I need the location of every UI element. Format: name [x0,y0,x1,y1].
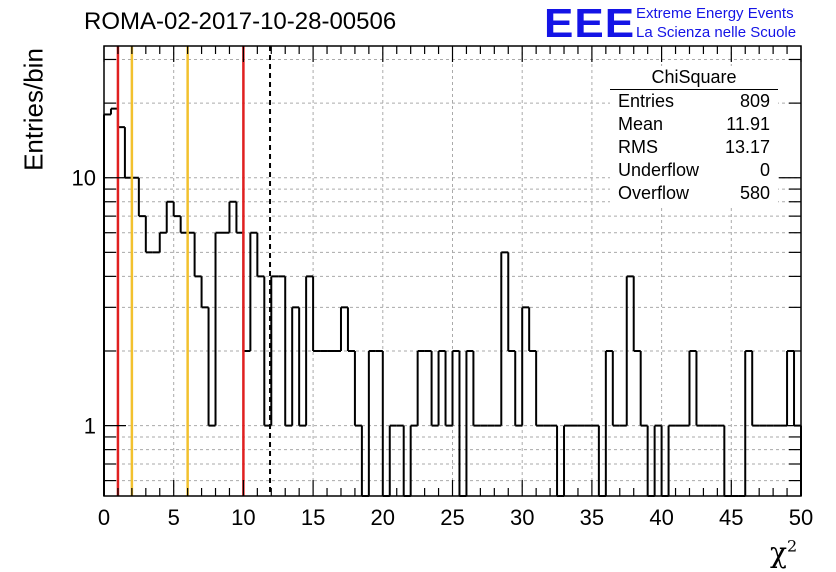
x-tick-label: 10 [231,505,255,530]
stats-value: 0 [759,160,770,180]
logo-line-1: Extreme Energy Events [636,5,794,22]
stats-value: 11.91 [726,114,770,134]
logo-text: Extreme Energy Events La Scienza nelle S… [636,4,796,42]
x-tick-label: 20 [371,505,395,530]
x-tick-label: 0 [98,505,110,530]
stats-label: Mean [618,114,664,134]
stats-row: RMS 13.17 [610,136,778,159]
x-tick-label: 5 [168,505,180,530]
x-tick-label: 25 [440,505,464,530]
stats-value: 580 [739,183,770,203]
x-tick-label: 35 [580,505,604,530]
logo-line-2: La Scienza nelle Scuole [636,24,797,41]
tick-labels: 0 5 10 15 20 25 30 35 40 45 50 1 10 [72,166,814,530]
reference-lines [116,46,272,496]
stats-label: Entries [618,91,675,111]
x-tick-label: 15 [301,505,325,530]
x-tick-label: 50 [789,505,813,530]
chart-title: ROMA-02-2017-10-28-00506 [84,8,397,35]
stats-title: ChiSquare [610,66,778,90]
x-axis-label: χ2 [770,536,798,569]
stats-row: Underflow 0 [610,159,778,182]
stats-row: Entries 809 [610,90,778,113]
x-tick-label: 40 [649,505,673,530]
stats-row: Overflow 580 [610,182,778,205]
ticks [103,46,802,496]
stats-row: Mean 11.91 [610,113,778,136]
histogram [103,107,802,497]
stats-label: RMS [618,137,658,157]
y-tick-label: 1 [84,414,96,439]
y-tick-label: 10 [72,166,96,191]
eee-logo: EEE Extreme Energy Events La Scienza nel… [544,1,796,47]
stats-label: Underflow [618,160,700,180]
stats-value: 13.17 [724,137,770,157]
stats-box: ChiSquare Entries 809 Mean 11.91 RMS 13.17 … [610,66,778,205]
x-tick-label: 30 [510,505,534,530]
logo-mark: EEE [544,1,636,47]
stats-value: 809 [739,91,770,111]
x-tick-label: 45 [719,505,743,530]
stats-label: Overflow [618,183,690,203]
y-axis-label: Entries/bin [18,48,49,171]
